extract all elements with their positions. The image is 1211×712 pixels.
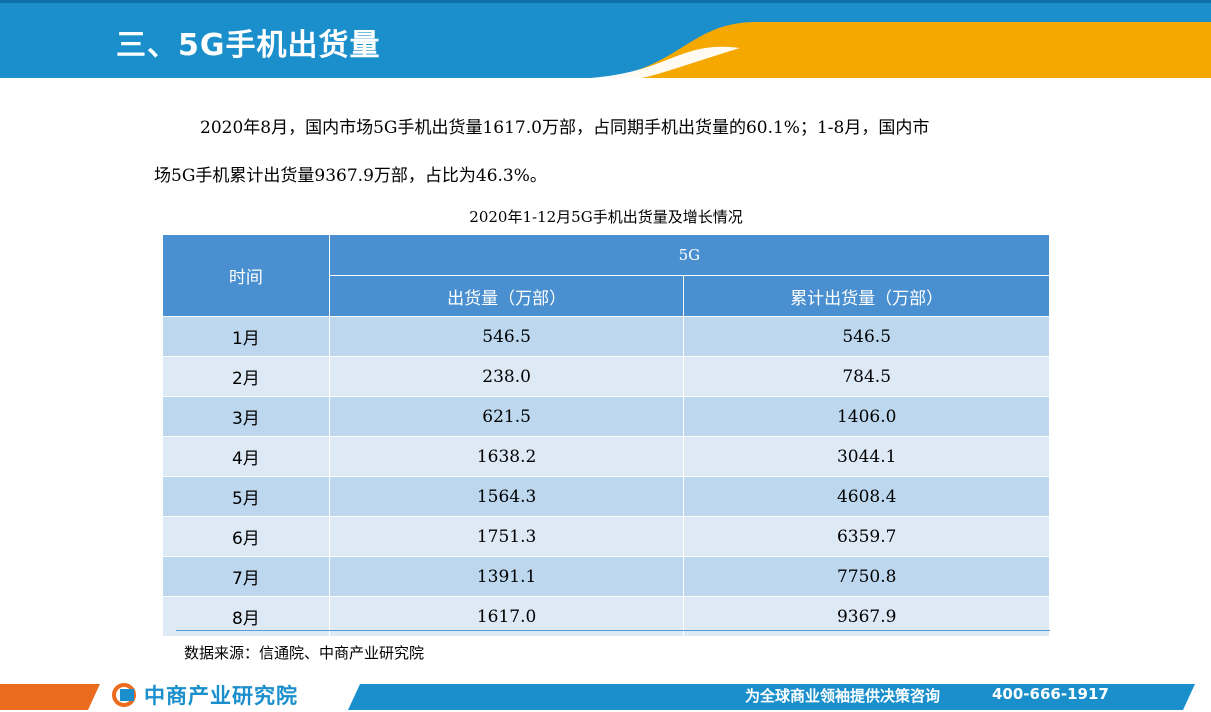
cell-month: 6月 [162,516,330,557]
cell-cumulative: 1406.0 [683,396,1050,437]
cell-cumulative: 546.5 [683,316,1050,357]
logo-mark-icon [112,683,136,707]
cell-shipments: 1617.0 [328,596,685,637]
cell-month: 3月 [162,396,330,437]
footer-slogan: 为全球商业领袖提供决策咨询 [745,687,941,705]
cell-shipments: 1751.3 [328,516,685,557]
cell-shipments: 621.5 [328,396,685,437]
cell-month: 4月 [162,436,330,477]
cell-month: 2月 [162,356,330,397]
cell-cumulative: 4608.4 [683,476,1050,517]
cell-month: 7月 [162,556,330,597]
cell-cumulative: 7750.8 [683,556,1050,597]
logo-text: 中商产业研究院 [144,684,298,708]
shipments-table: 时间 5G 出货量（万部） 累计出货量（万部） 1月 546.5 546.5 2… [162,234,1051,637]
table-row: 8月 1617.0 9367.9 [162,596,1050,637]
footer-bar [0,684,1195,710]
intro-paragraph: 2020年8月，国内市场5G手机出货量1617.0万部，占同期手机出货量的60.… [154,104,1074,200]
header-time: 时间 [162,234,330,317]
cell-shipments: 238.0 [328,356,685,397]
page-title: 三、5G手机出货量 [116,28,381,63]
header-banner: 三、5G手机出货量 [0,0,1211,78]
table-row: 2月 238.0 784.5 [162,356,1050,397]
paragraph-line-2: 场5G手机累计出货量9367.9万部，占比为46.3%。 [154,166,547,186]
header-cumulative: 累计出货量（万部） [683,275,1050,317]
cell-month: 5月 [162,476,330,517]
cell-month: 1月 [162,316,330,357]
table-row: 6月 1751.3 6359.7 [162,516,1050,557]
table-row: 3月 621.5 1406.0 [162,396,1050,437]
table-caption: 2020年1-12月5G手机出货量及增长情况 [469,208,743,226]
table-row: 4月 1638.2 3044.1 [162,436,1050,477]
cell-cumulative: 784.5 [683,356,1050,397]
cell-shipments: 1638.2 [328,436,685,477]
cell-shipments: 546.5 [328,316,685,357]
table-row: 1月 546.5 546.5 [162,316,1050,357]
paragraph-line-1: 2020年8月，国内市场5G手机出货量1617.0万部，占同期手机出货量的60.… [200,118,930,138]
header-shipments: 出货量（万部） [328,275,685,317]
table-row: 5月 1564.3 4608.4 [162,476,1050,517]
company-logo: 中商产业研究院 [112,682,298,708]
table-row: 7月 1391.1 7750.8 [162,556,1050,597]
header-decoration [0,0,1211,78]
header-5g: 5G [328,234,1051,276]
cell-cumulative: 3044.1 [683,436,1050,477]
footer-phone: 400-666-1917 [992,685,1109,703]
source-divider [176,630,1050,631]
cell-shipments: 1564.3 [328,476,685,517]
cell-cumulative: 6359.7 [683,516,1050,557]
cell-shipments: 1391.1 [328,556,685,597]
source-note: 数据来源：信通院、中商产业研究院 [184,644,425,662]
